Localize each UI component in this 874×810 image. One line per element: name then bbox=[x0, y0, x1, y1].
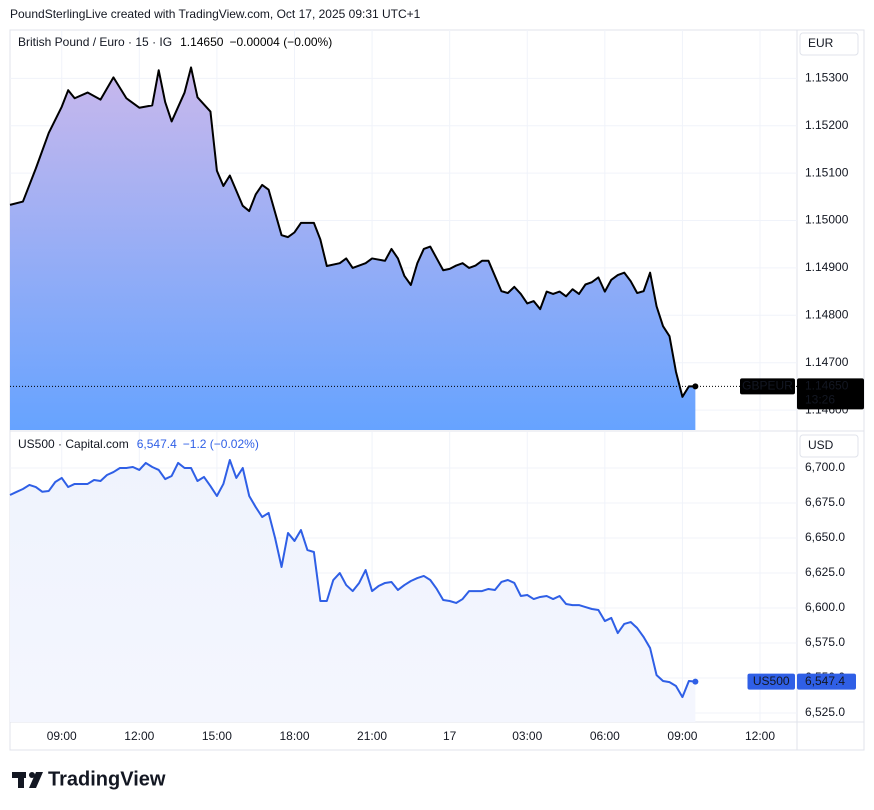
y-tick-label: 6,600.0 bbox=[805, 600, 845, 614]
header-text: PoundSterlingLive created with TradingVi… bbox=[10, 7, 421, 21]
y-tick-label: 6,575.0 bbox=[805, 635, 845, 649]
legend: British Pound / Euro · 15 · IG 1.14650 −0.… bbox=[18, 35, 332, 49]
symbol-tag bbox=[747, 673, 795, 690]
y-tick-label: 6,700.0 bbox=[805, 460, 845, 474]
y-tick-label: 6,525.0 bbox=[805, 705, 845, 719]
area-fill bbox=[10, 460, 696, 722]
y-tick-label: 1.15300 bbox=[805, 71, 849, 85]
logo-text: TradingView bbox=[48, 768, 166, 790]
x-tick-label: 03:00 bbox=[512, 729, 542, 743]
area-fill bbox=[10, 67, 696, 430]
legend-title: US500 · Capital.com bbox=[18, 437, 129, 451]
price-tag bbox=[797, 673, 856, 690]
x-tick-label: 17 bbox=[443, 729, 457, 743]
y-tick-label: 1.14700 bbox=[805, 355, 849, 369]
countdown-text: 13:26 bbox=[805, 393, 835, 407]
currency-box bbox=[799, 434, 859, 458]
currency-label: EUR bbox=[808, 36, 834, 50]
y-tick-label: 1.15000 bbox=[805, 213, 849, 227]
currency-box bbox=[799, 32, 859, 56]
legend-title: British Pound / Euro · 15 · IG bbox=[18, 35, 172, 49]
x-tick-label: 15:00 bbox=[202, 729, 232, 743]
x-tick-label: 18:00 bbox=[279, 729, 309, 743]
x-tick-label: 06:00 bbox=[590, 729, 620, 743]
y-tick-label: 1.14800 bbox=[805, 307, 849, 321]
symbol-tag bbox=[740, 378, 795, 395]
legend-change: −1.2 (−0.02%) bbox=[183, 437, 259, 451]
y-tick-label: 6,650.0 bbox=[805, 530, 845, 544]
price-tag-text: 6,547.4 bbox=[805, 674, 845, 688]
legend: US500 · Capital.com 6,547.4 −1.2 (−0.02%) bbox=[18, 437, 259, 451]
last-point bbox=[692, 678, 699, 685]
x-tick-label: 12:00 bbox=[124, 729, 154, 743]
y-tick-label: 1.15100 bbox=[805, 165, 849, 179]
currency-label: USD bbox=[808, 438, 834, 452]
legend-change: −0.00004 (−0.00%) bbox=[229, 35, 332, 49]
symbol-tag-text: GBPEUR bbox=[742, 379, 793, 393]
legend-last: 6,547.4 bbox=[137, 437, 177, 451]
x-tick-label: 21:00 bbox=[357, 729, 387, 743]
last-point bbox=[692, 383, 699, 390]
x-tick-label: 12:00 bbox=[745, 729, 775, 743]
price-line bbox=[9, 459, 696, 699]
price-line bbox=[9, 66, 696, 398]
price-tag bbox=[797, 378, 864, 410]
tv-logo bbox=[12, 772, 43, 788]
y-tick-label: 1.15200 bbox=[805, 118, 849, 132]
legend-last: 1.14650 bbox=[180, 35, 224, 49]
x-tick-label: 09:00 bbox=[667, 729, 697, 743]
x-tick-label: 09:00 bbox=[47, 729, 77, 743]
symbol-tag-text: US500 bbox=[753, 674, 790, 688]
y-tick-label: 1.14900 bbox=[805, 260, 849, 274]
y-tick-label: 6,625.0 bbox=[805, 565, 845, 579]
y-tick-label: 6,675.0 bbox=[805, 495, 845, 509]
price-tag-text: 1.14650 bbox=[805, 379, 849, 393]
